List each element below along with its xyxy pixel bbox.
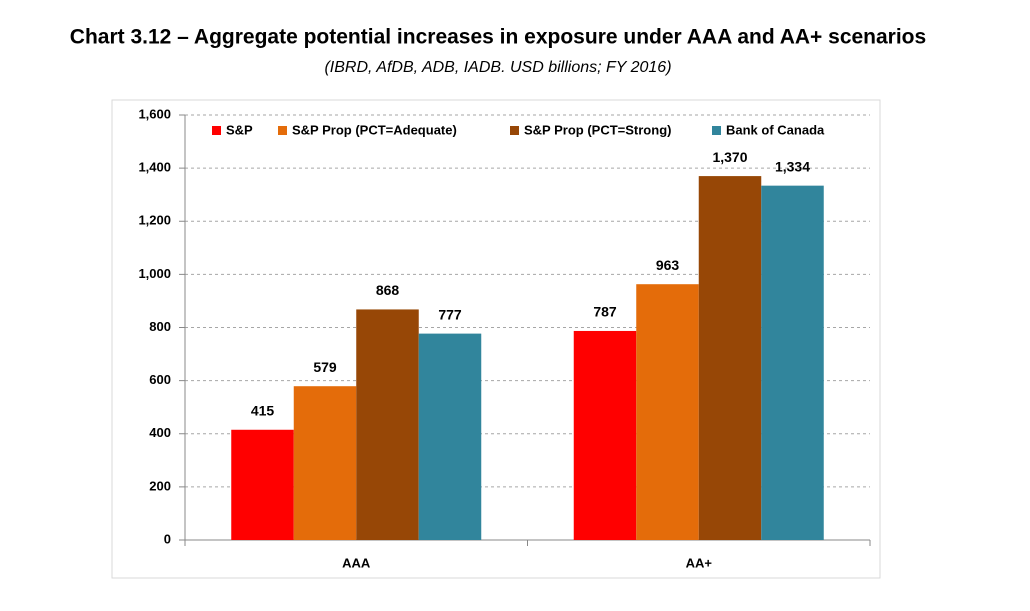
legend-label: S&P	[226, 122, 253, 137]
bar	[293, 386, 357, 540]
legend-swatch	[510, 126, 519, 135]
y-tick-label: 400	[149, 425, 171, 440]
y-tick-label: 800	[149, 319, 171, 334]
data-label: 1,334	[775, 158, 810, 174]
bar	[231, 429, 294, 540]
y-tick-label: 200	[149, 478, 171, 493]
bar	[698, 176, 762, 540]
y-tick-label: 1,200	[138, 213, 171, 228]
bar	[356, 309, 419, 540]
data-label: 1,370	[712, 149, 747, 165]
bar	[761, 185, 824, 540]
data-label: 963	[656, 257, 680, 273]
data-label: 777	[438, 306, 462, 322]
legend-label: Bank of Canada	[726, 122, 825, 137]
legend-label: S&P Prop (PCT=Adequate)	[292, 122, 457, 137]
bar	[573, 330, 637, 540]
legend-label: S&P Prop (PCT=Strong)	[524, 122, 671, 137]
data-label: 579	[313, 359, 337, 375]
data-label: 868	[376, 282, 400, 298]
chart-subtitle: (IBRD, AfDB, ADB, IADB. USD billions; FY…	[324, 59, 671, 76]
y-tick-label: 0	[164, 531, 171, 546]
bar	[418, 333, 482, 540]
data-label: 787	[593, 304, 617, 320]
y-tick-label: 1,000	[138, 266, 171, 281]
legend-swatch	[712, 126, 721, 135]
x-tick-label: AA+	[686, 555, 713, 570]
chart-title: Chart 3.12 – Aggregate potential increas…	[70, 26, 926, 49]
y-tick-label: 600	[149, 372, 171, 387]
data-label: 415	[251, 402, 275, 418]
legend-swatch	[278, 126, 287, 135]
bar	[636, 284, 699, 540]
y-tick-label: 1,600	[138, 106, 171, 121]
chart-frame	[111, 99, 881, 579]
y-tick-label: 1,400	[138, 160, 171, 175]
legend-swatch	[212, 126, 221, 135]
x-tick-label: AAA	[342, 555, 371, 570]
